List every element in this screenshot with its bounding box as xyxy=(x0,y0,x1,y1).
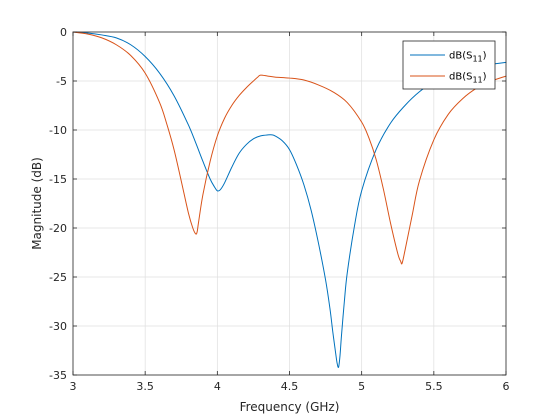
x-tick-label: 6 xyxy=(503,380,510,393)
y-axis-label: Magnitude (dB) xyxy=(30,157,44,250)
tick-labels: 3 3.5 4 4.5 5 5.5 6 0 -5 -10 -15 -20 -25 -30 -35 xyxy=(49,26,509,393)
series-line-2 xyxy=(72,31,507,265)
x-tick-label: 5 xyxy=(358,380,365,393)
y-tick-label: -25 xyxy=(49,271,67,284)
y-tick-label: -30 xyxy=(49,320,67,333)
legend-entry-base: dB(S xyxy=(449,72,472,83)
legend-box xyxy=(402,40,496,90)
y-tick-label: -10 xyxy=(49,124,67,137)
x-axis-label: Frequency (GHz) xyxy=(240,400,340,414)
legend: dB(S11)dB(S11) xyxy=(402,40,496,90)
legend-entry-2: dB(S11) xyxy=(449,72,487,85)
series-line-1 xyxy=(72,31,507,368)
x-tick-label: 3.5 xyxy=(136,380,154,393)
y-tick-label: -20 xyxy=(49,222,67,235)
legend-entry-1: dB(S11) xyxy=(449,51,487,64)
x-tick-label: 4.5 xyxy=(281,380,299,393)
ticks xyxy=(72,31,507,376)
y-tick-label: -5 xyxy=(56,75,67,88)
legend-entry-tail: ) xyxy=(483,72,487,83)
y-tick-label: -35 xyxy=(49,369,67,382)
x-tick-label: 4 xyxy=(214,380,221,393)
y-tick-label: -15 xyxy=(49,173,67,186)
x-tick-label: 3 xyxy=(70,380,77,393)
series-lines xyxy=(72,31,507,368)
legend-entry-base: dB(S xyxy=(449,51,472,62)
legend-entry-subscript: 11 xyxy=(472,76,482,85)
y-tick-label: 0 xyxy=(60,26,67,39)
x-tick-label: 5.5 xyxy=(425,380,443,393)
legend-entry-tail: ) xyxy=(483,51,487,62)
legend-entry-subscript: 11 xyxy=(472,55,482,64)
